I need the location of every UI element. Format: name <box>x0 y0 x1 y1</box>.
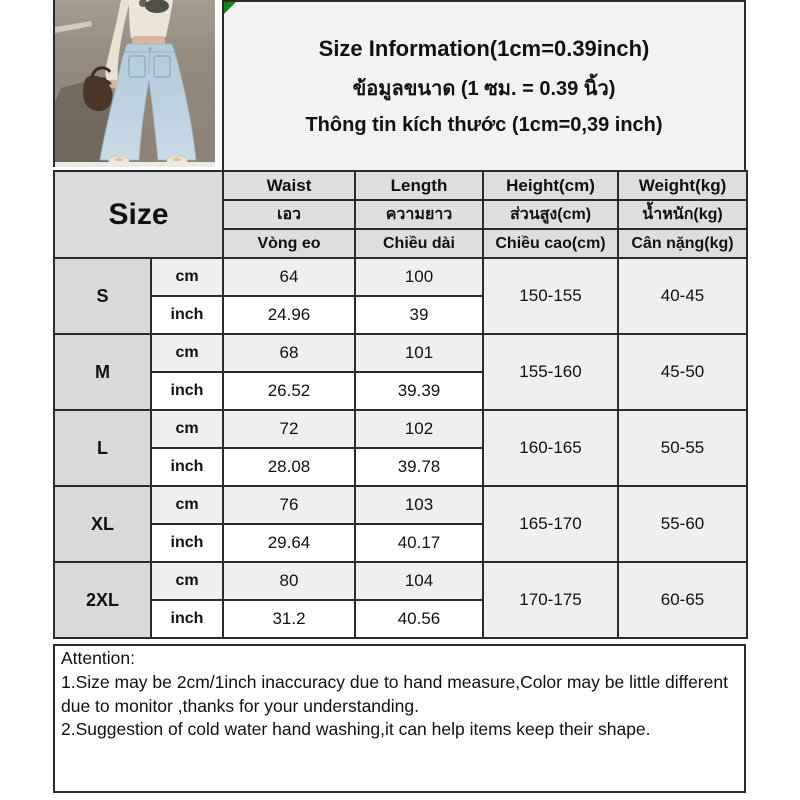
weight-range: 40-45 <box>617 257 748 335</box>
unit-label-inch: inch <box>150 523 224 563</box>
length-cm-value: 103 <box>354 485 484 525</box>
height-range: 160-165 <box>482 409 619 487</box>
length-cm-value: 104 <box>354 561 484 601</box>
length-inch-value: 40.56 <box>354 599 484 639</box>
weight-range: 45-50 <box>617 333 748 411</box>
title-thai: ข้อมูลขนาด (1 ซม. = 0.39 นิ้ว) <box>352 77 616 100</box>
unit-label-cm: cm <box>150 485 224 525</box>
attention-note-1: 1.Size may be 2cm/1inch inaccuracy due t… <box>61 671 728 716</box>
unit-label-cm: cm <box>150 561 224 601</box>
attention-box: Attention: 1.Size may be 2cm/1inch inacc… <box>53 644 746 793</box>
col-header-height-vi: Chiều cao(cm) <box>482 228 619 259</box>
unit-label-cm: cm <box>150 257 224 297</box>
weight-range: 55-60 <box>617 485 748 563</box>
waist-inch-value: 31.2 <box>222 599 356 639</box>
title-english: Size Information(1cm=0.39inch) <box>318 35 650 61</box>
corner-flag-icon <box>224 2 236 14</box>
table-corner-size-label: Size <box>53 170 224 259</box>
unit-label-cm: cm <box>150 333 224 373</box>
weight-range: 50-55 <box>617 409 748 487</box>
size-label: S <box>53 257 152 335</box>
col-header-length-vi: Chiều dài <box>354 228 484 259</box>
length-inch-value: 39.39 <box>354 371 484 411</box>
height-range: 150-155 <box>482 257 619 335</box>
length-inch-value: 39 <box>354 295 484 335</box>
size-label: M <box>53 333 152 411</box>
height-range: 165-170 <box>482 485 619 563</box>
col-header-length-en: Length <box>354 170 484 201</box>
title-box: Size Information(1cm=0.39inch) ข้อมูลขนา… <box>222 0 746 172</box>
col-header-height-th: ส่วนสูง(cm) <box>482 199 619 230</box>
size-table: Size Waist Length Height(cm) Weight(kg) … <box>53 170 748 639</box>
product-photo <box>53 0 215 167</box>
col-header-length-th: ความยาว <box>354 199 484 230</box>
length-cm-value: 101 <box>354 333 484 373</box>
col-header-height-en: Height(cm) <box>482 170 619 201</box>
col-header-waist-vi: Vòng eo <box>222 228 356 259</box>
attention-note-2: 2.Suggestion of cold water hand washing,… <box>61 719 651 740</box>
col-header-weight-vi: Cân nặng(kg) <box>617 228 748 259</box>
length-cm-value: 102 <box>354 409 484 449</box>
waist-inch-value: 26.52 <box>222 371 356 411</box>
height-range: 170-175 <box>482 561 619 639</box>
waist-inch-value: 24.96 <box>222 295 356 335</box>
title-vietnamese: Thông tin kích thước (1cm=0,39 inch) <box>305 113 663 136</box>
unit-label-inch: inch <box>150 295 224 335</box>
col-header-waist-th: เอว <box>222 199 356 230</box>
length-cm-value: 100 <box>354 257 484 297</box>
length-inch-value: 39.78 <box>354 447 484 487</box>
waist-inch-value: 29.64 <box>222 523 356 563</box>
height-range: 155-160 <box>482 333 619 411</box>
unit-label-inch: inch <box>150 599 224 639</box>
waist-cm-value: 68 <box>222 333 356 373</box>
jeans-model-illustration <box>55 0 215 167</box>
length-inch-value: 40.17 <box>354 523 484 563</box>
size-label: L <box>53 409 152 487</box>
col-header-waist-en: Waist <box>222 170 356 201</box>
waist-cm-value: 76 <box>222 485 356 525</box>
attention-heading: Attention: <box>61 648 135 668</box>
waist-cm-value: 80 <box>222 561 356 601</box>
unit-label-inch: inch <box>150 447 224 487</box>
unit-label-inch: inch <box>150 371 224 411</box>
weight-range: 60-65 <box>617 561 748 639</box>
unit-label-cm: cm <box>150 409 224 449</box>
waist-cm-value: 72 <box>222 409 356 449</box>
size-label: XL <box>53 485 152 563</box>
col-header-weight-th: น้ำหนัก(kg) <box>617 199 748 230</box>
size-label: 2XL <box>53 561 152 639</box>
waist-cm-value: 64 <box>222 257 356 297</box>
col-header-weight-en: Weight(kg) <box>617 170 748 201</box>
waist-inch-value: 28.08 <box>222 447 356 487</box>
